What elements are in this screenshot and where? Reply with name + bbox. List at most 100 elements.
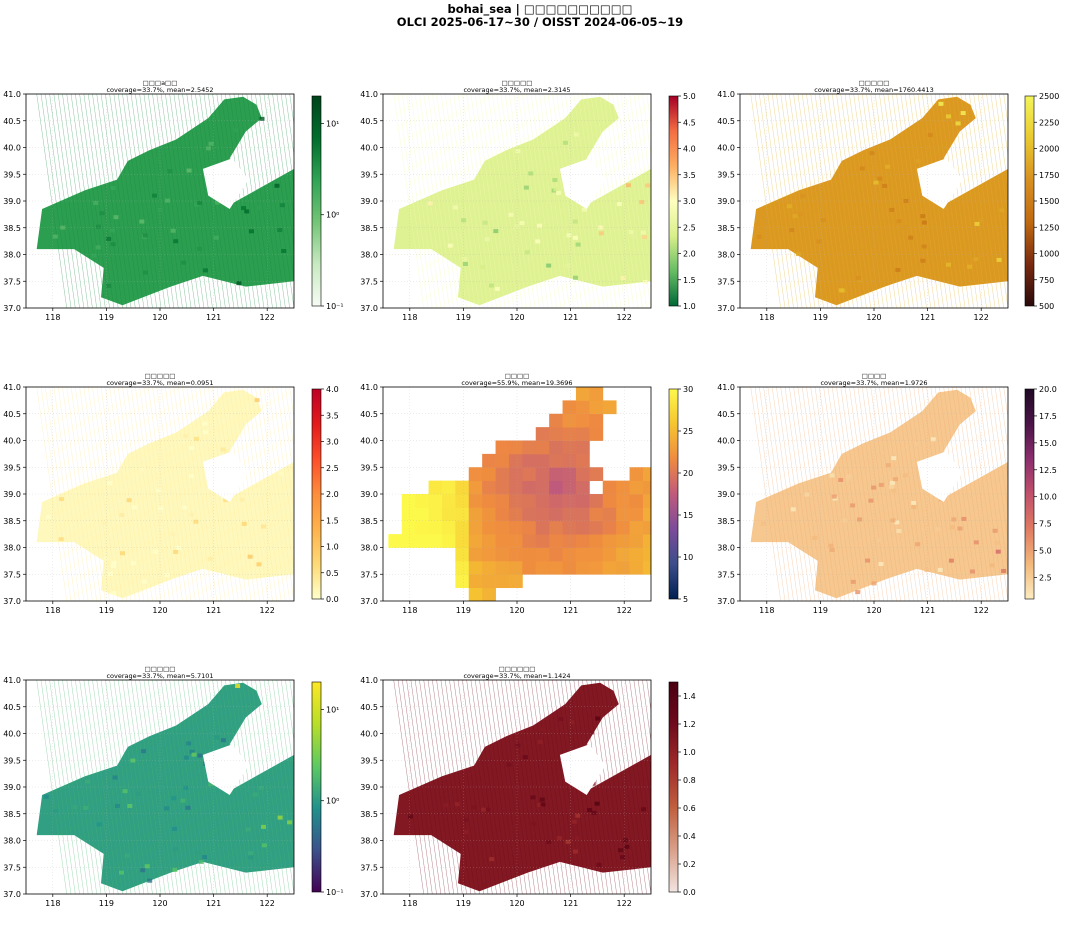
- sst-grid-cell: [602, 494, 617, 508]
- swath-line: [126, 387, 158, 601]
- swath-line: [801, 387, 833, 601]
- swath-line: [595, 94, 626, 308]
- sst-grid-cell: [562, 520, 577, 535]
- sst-grid-cell: [575, 440, 590, 455]
- pixel-patch: [949, 525, 955, 530]
- sst-grid-cell: [589, 494, 604, 508]
- sst-grid-cell: [629, 467, 644, 482]
- pixel-patch: [573, 132, 579, 137]
- colorbar-tick-label: 2.0: [326, 490, 339, 499]
- colorbar-tick-label: 2250: [1039, 118, 1059, 127]
- sst-grid-cell: [549, 440, 563, 455]
- swath-line: [960, 94, 992, 308]
- x-tick-label: 120: [509, 313, 524, 322]
- colorbar-tick-label: 1000: [1039, 250, 1059, 259]
- pixel-patch: [213, 829, 219, 834]
- pixel-patch: [241, 206, 247, 211]
- pixel-patch: [493, 229, 499, 234]
- sst-grid-cell: [428, 534, 443, 548]
- swath-line: [109, 94, 140, 308]
- pixel-patch: [206, 146, 212, 151]
- pixel-patch: [182, 505, 188, 510]
- swath-line: [474, 94, 506, 308]
- pixel-patch: [183, 434, 189, 439]
- sea-area: [393, 96, 651, 306]
- swath-line: [444, 94, 476, 308]
- pixel-patch: [252, 792, 258, 797]
- swath-line: [79, 387, 110, 601]
- pixel-patch: [142, 270, 148, 275]
- swath-line: [462, 680, 493, 894]
- swath-line: [406, 680, 437, 894]
- swath-line: [810, 94, 841, 308]
- pixel-patch: [193, 519, 199, 524]
- pixel-patch: [790, 507, 796, 512]
- swath-line: [49, 387, 80, 601]
- y-tick-label: 40.5: [360, 410, 378, 419]
- y-tick-label: 41.0: [360, 383, 378, 392]
- sst-grid-cell: [441, 534, 456, 548]
- swath-line: [285, 387, 294, 450]
- pixel-patch: [107, 481, 113, 486]
- land-mask: [202, 744, 249, 796]
- pixel-patch: [565, 263, 571, 268]
- pixel-patch: [110, 186, 116, 191]
- pixel-patch: [197, 246, 203, 251]
- pixel-patch: [967, 264, 973, 269]
- sst-grid-cell: [549, 480, 563, 495]
- pixel-patch: [197, 753, 203, 758]
- pixel-patch: [103, 556, 109, 561]
- pixel-patch: [530, 795, 536, 800]
- sst-grid-cell: [562, 560, 577, 575]
- swath-line: [496, 94, 527, 308]
- pixel-patch: [218, 839, 224, 844]
- pixel-patch: [157, 506, 163, 511]
- pixel-patch: [921, 220, 927, 225]
- pixel-patch: [598, 231, 604, 236]
- sst-grid-cell: [575, 453, 590, 468]
- pixel-patch: [891, 456, 897, 461]
- swath-line: [750, 94, 781, 308]
- x-tick-label: 120: [152, 899, 167, 908]
- swath-line: [522, 680, 553, 894]
- sst-grid-cell: [388, 534, 403, 548]
- sst-grid-cell: [562, 534, 577, 548]
- pixel-patch: [888, 484, 894, 489]
- pixel-patch: [569, 720, 575, 725]
- sst-grid-cell: [482, 480, 496, 495]
- x-tick-label: 119: [99, 899, 114, 908]
- pixel-patch: [546, 840, 552, 845]
- sst-grid-cell: [468, 507, 483, 522]
- pixel-patch: [519, 221, 525, 226]
- pixel-patch: [575, 813, 581, 818]
- swath-line: [195, 94, 226, 308]
- sst-grid-cell: [575, 547, 590, 562]
- y-tick-label: 40.0: [3, 730, 21, 739]
- pixel-patch: [208, 141, 214, 146]
- sst-grid-cell: [589, 413, 604, 428]
- swath-line: [195, 680, 226, 894]
- swath-line: [504, 94, 536, 308]
- pixel-patch: [153, 158, 159, 163]
- swath-line: [534, 680, 566, 894]
- pixel-patch: [957, 526, 963, 531]
- pixel-patch: [235, 684, 241, 689]
- y-tick-label: 37.5: [360, 570, 378, 579]
- sst-grid-cell: [562, 413, 577, 428]
- pixel-patch: [515, 743, 521, 748]
- pixel-patch: [540, 802, 546, 807]
- pixel-patch: [920, 258, 926, 263]
- sst-grid-cell: [401, 520, 416, 535]
- y-tick-label: 40.5: [717, 117, 735, 126]
- swath-line: [552, 680, 583, 894]
- x-tick-label: 122: [260, 313, 275, 322]
- swath-line: [801, 94, 833, 308]
- x-tick-label: 121: [920, 313, 935, 322]
- swath-line: [126, 680, 158, 894]
- colorbar-tick-label: 750: [1039, 276, 1054, 285]
- sst-grid-cell: [535, 520, 550, 535]
- swath-line: [556, 680, 587, 894]
- pixel-patch: [126, 498, 132, 503]
- pixel-patch: [506, 762, 512, 767]
- pixel-patch: [185, 805, 191, 810]
